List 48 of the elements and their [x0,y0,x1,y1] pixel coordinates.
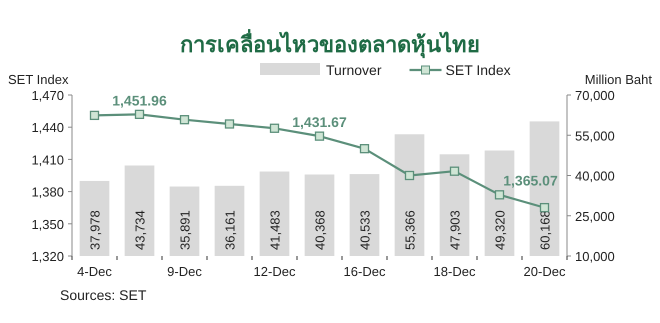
y2-tick-label: 40,000 [575,168,615,184]
point [404,170,414,180]
data-label: 1,431.67 [292,114,347,130]
data-label: 41,483 [268,210,282,250]
y-tick-label: 1,470 [31,88,64,103]
data-label: 55,366 [402,210,418,250]
y2-tick-label: 70,000 [575,88,615,103]
y2-tick-label: 25,000 [575,208,615,224]
data-label: 40,368 [312,210,328,250]
point [180,115,190,124]
y-axis-title: SET Index [8,72,69,87]
point [540,202,550,212]
data-label: 36,161 [222,210,238,250]
y-tick-label: 1,380 [31,184,64,200]
data-label: 1,365.07 [503,172,558,189]
point [450,166,460,176]
data-label: 60,168 [538,210,552,250]
data-label: 43,734 [132,210,148,250]
data-label: 35,891 [178,210,192,250]
source-note: Sources: SET [60,287,147,303]
y-tick-label: 1,440 [31,120,64,136]
point [314,131,324,141]
point [90,110,100,120]
point [360,144,370,154]
point [270,124,280,133]
x-tick-label: 9-Dec [167,264,202,279]
x-tick-label: 12-Dec [254,264,296,279]
legend-label: Turnover [326,62,382,78]
y-tick-label: 1,410 [31,152,64,168]
y-tick-label: 1,320 [31,249,64,264]
point [494,190,504,200]
y2-tick-label: 55,000 [575,128,615,144]
y2-axis-title: Million Baht [584,72,652,87]
y2-tick-label: 10,000 [575,249,615,264]
data-label: 40,533 [358,210,372,250]
point [134,110,144,120]
data-label: 47,903 [448,210,462,250]
data-label: 37,978 [88,210,102,250]
point [224,119,234,129]
chart-title: การเคลื่อนไหวของตลาดหุ้นไทย [180,28,480,59]
legend-label: SET Index [446,62,511,78]
x-tick-label: 4-Dec [77,264,112,279]
x-tick-label: 20-Dec [524,264,566,279]
y-tick-label: 1,350 [31,216,64,232]
data-label: 1,451.96 [112,92,167,108]
x-tick-label: 18-Dec [434,264,476,279]
x-tick-label: 16-Dec [344,264,386,279]
data-label: 49,320 [492,210,508,250]
